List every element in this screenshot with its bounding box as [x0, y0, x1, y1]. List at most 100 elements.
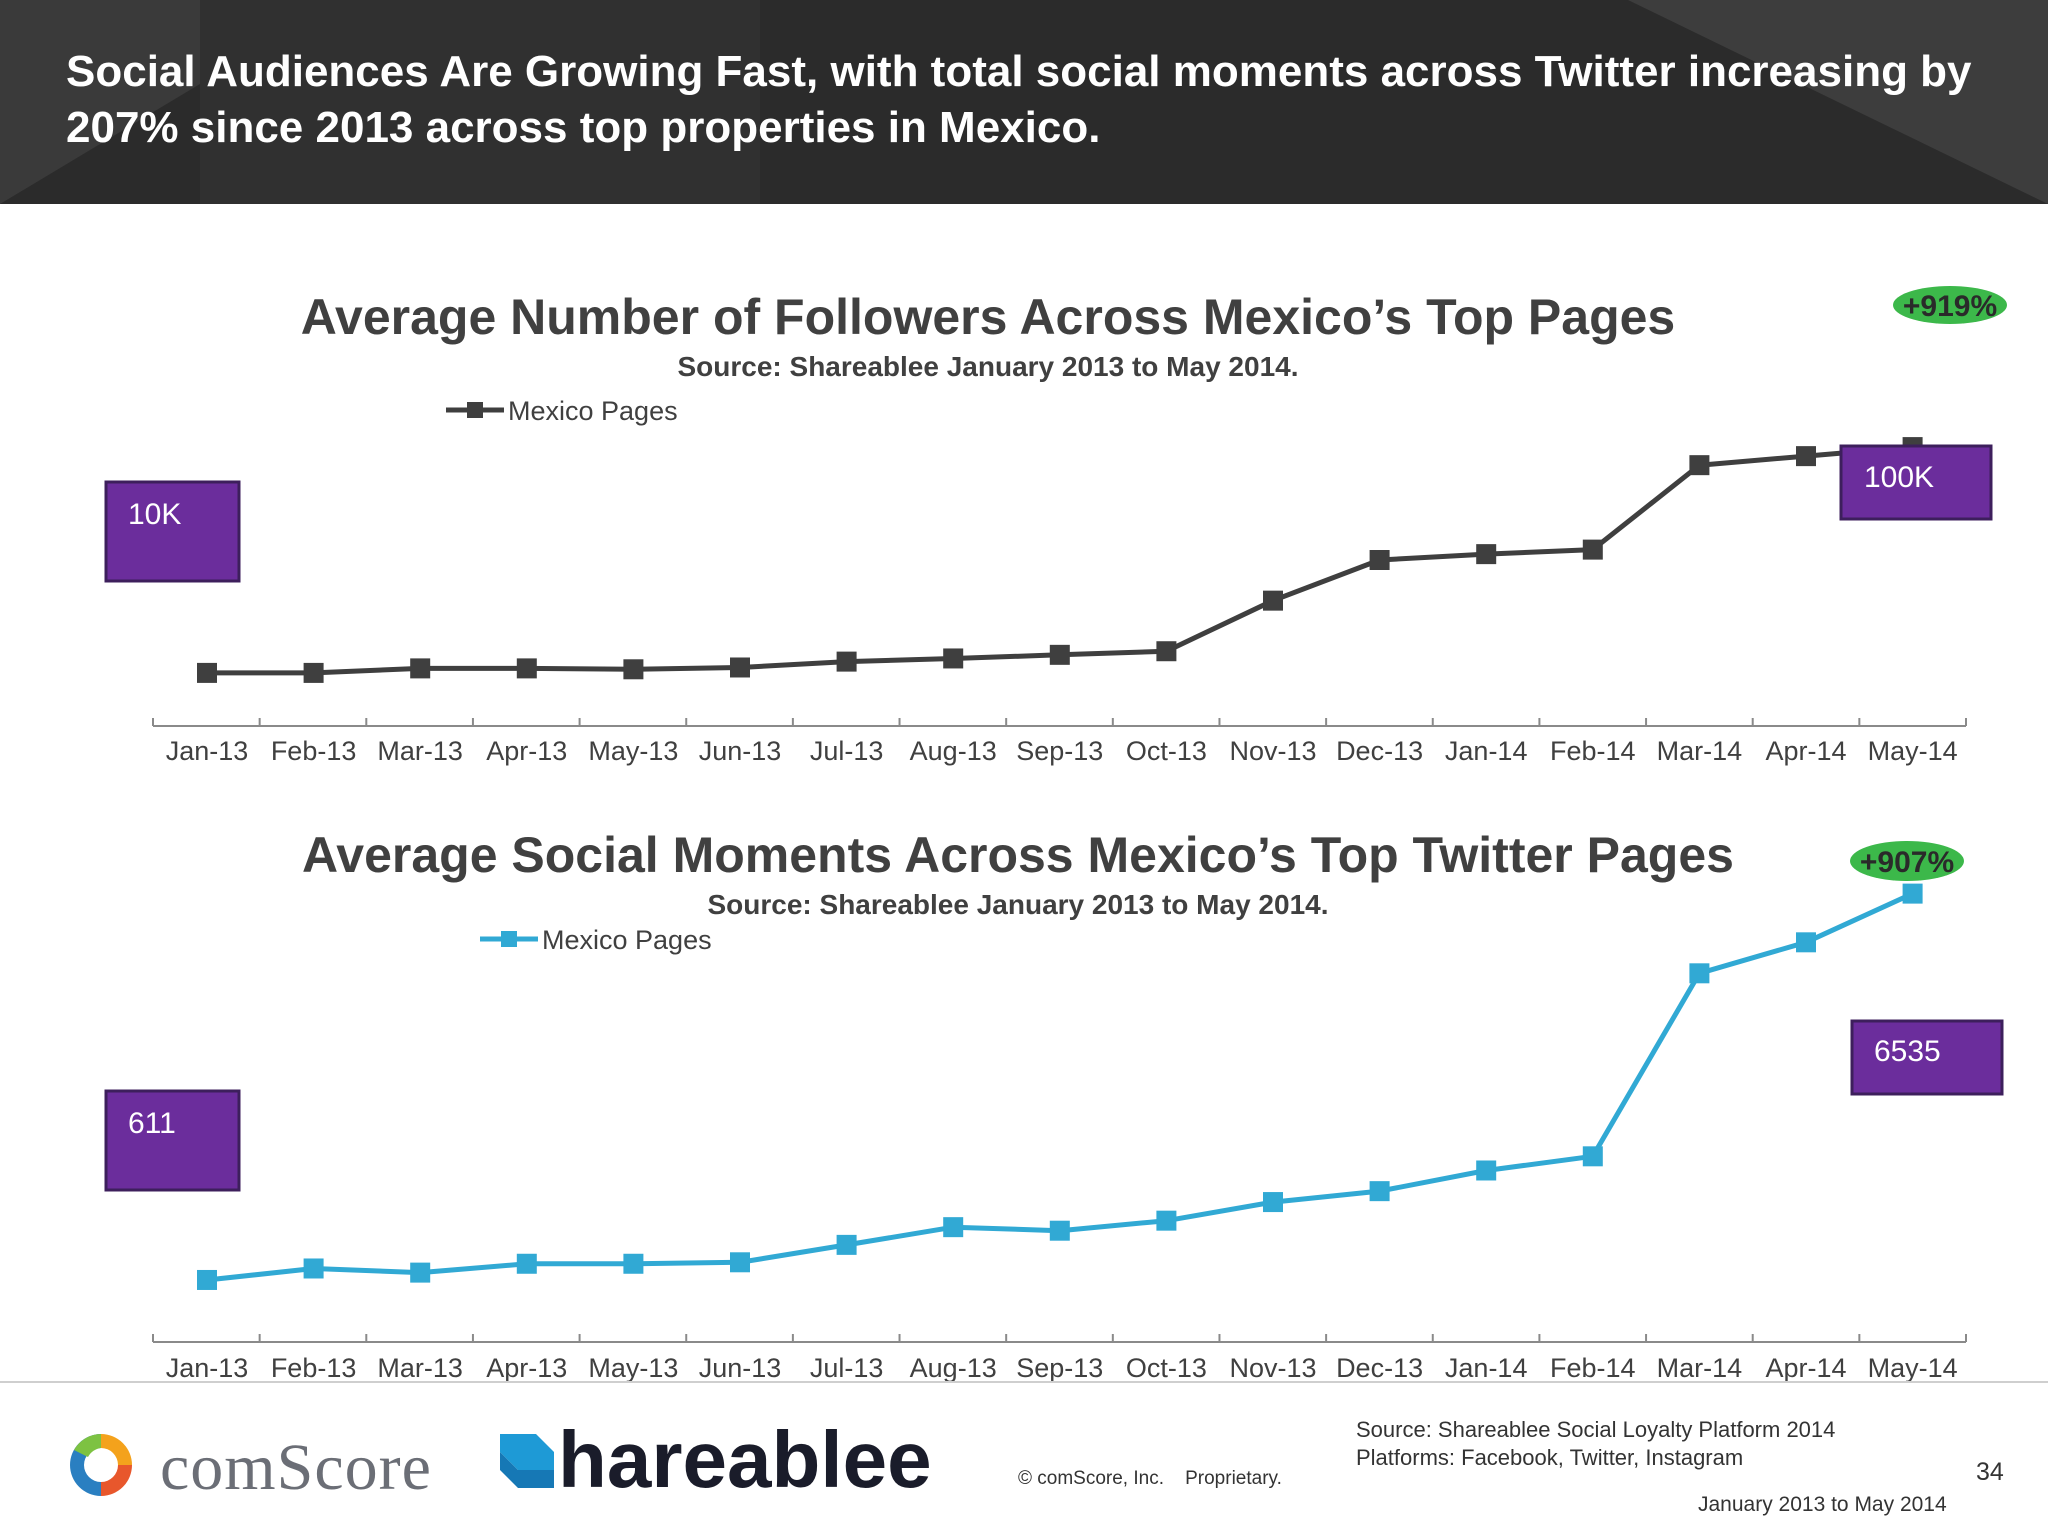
shareablee-logo-icon [500, 1434, 554, 1488]
data-point [516, 1253, 537, 1274]
x-tick-label: Apr-13 [486, 736, 567, 766]
legend-marker [501, 931, 517, 947]
x-tick-label: May-14 [1868, 1353, 1958, 1381]
slide-headline: Social Audiences Are Growing Fast, with … [66, 47, 1972, 152]
x-tick-label: Mar-14 [1657, 1353, 1743, 1381]
slide-header: Social Audiences Are Growing Fast, with … [0, 0, 2048, 204]
x-tick-label: Jun-13 [699, 736, 782, 766]
series-line [207, 444, 1913, 676]
x-tick-label: Mar-14 [1657, 736, 1743, 766]
start-value-box [104, 1089, 241, 1192]
data-point [836, 1234, 857, 1255]
data-point [1263, 1192, 1283, 1213]
data-point [1689, 455, 1710, 476]
data-point [197, 662, 217, 683]
data-point [623, 659, 644, 680]
date-range: January 2013 to May 2014 [1698, 1493, 1947, 1516]
x-tick-label: Feb-14 [1550, 736, 1636, 766]
x-tick-label: May-14 [1868, 736, 1958, 766]
x-tick-label: Mar-13 [377, 736, 463, 766]
data-point [516, 658, 537, 679]
chart-subtitle: Source: Shareablee January 2013 to May 2… [678, 351, 1299, 382]
x-tick-label: Jan-14 [1445, 1353, 1528, 1381]
data-point [1369, 550, 1390, 570]
end-value-label: 100K [1864, 461, 1934, 494]
chart-title: Average Social Moments Across Mexico’s T… [302, 827, 1734, 883]
x-tick-label: Jan-14 [1445, 736, 1528, 766]
header-facet [200, 0, 760, 204]
x-tick-label: Jul-13 [810, 736, 884, 766]
x-tick-label: Aug-13 [910, 1353, 997, 1381]
x-tick-label: Feb-14 [1550, 1353, 1636, 1381]
copyright-notice: © comScore, Inc. Proprietary. [1018, 1468, 1282, 1489]
growth-badge-label: +919% [1903, 290, 1997, 323]
data-point [836, 651, 857, 672]
end-value-box [1839, 444, 1993, 521]
legend-label: Mexico Pages [508, 396, 678, 426]
start-value-label: 611 [128, 1107, 176, 1140]
growth-badge [1850, 841, 1964, 881]
x-tick-label: Dec-13 [1336, 736, 1423, 766]
platforms-note: Platforms: Facebook, Twitter, Instagram [1356, 1445, 1744, 1470]
header-facet [1628, 0, 2048, 204]
comscore-wordmark: comScore [160, 1431, 432, 1504]
data-point [1049, 1220, 1070, 1241]
data-point [1156, 641, 1177, 662]
data-point [1582, 539, 1603, 560]
x-tick-label: Apr-14 [1765, 1353, 1846, 1381]
data-point [1476, 1160, 1497, 1181]
legend-marker [467, 402, 483, 418]
comscore-logo-icon [70, 1434, 132, 1496]
x-tick-label: Nov-13 [1229, 736, 1316, 766]
x-tick-label: Oct-13 [1126, 736, 1207, 766]
end-value-label: 6535 [1874, 1035, 1941, 1068]
end-value-box [1850, 1019, 2004, 1096]
legend-label: Mexico Pages [542, 925, 712, 955]
chart-title: Average Number of Followers Across Mexic… [301, 289, 1675, 345]
x-tick-label: Dec-13 [1336, 1353, 1423, 1381]
data-point [410, 1262, 431, 1283]
x-tick-label: Jan-13 [166, 1353, 249, 1381]
x-tick-label: Sep-13 [1016, 736, 1103, 766]
start-value-label: 10K [128, 498, 181, 531]
data-point [303, 1258, 324, 1279]
data-point [1796, 932, 1816, 953]
data-point [1689, 963, 1710, 984]
data-point [623, 1253, 644, 1274]
data-point [197, 1269, 217, 1290]
x-tick-label: Jun-13 [699, 1353, 782, 1381]
x-tick-label: Apr-14 [1765, 736, 1846, 766]
data-point [1049, 644, 1070, 665]
data-point [730, 1252, 750, 1273]
data-point [1369, 1181, 1390, 1202]
footer-divider [0, 1381, 2048, 1383]
chart-subtitle: Source: Shareablee January 2013 to May 2… [708, 889, 1329, 920]
data-point [1263, 590, 1283, 611]
data-point [1796, 446, 1816, 467]
start-value-box [104, 480, 241, 583]
data-point [1582, 1146, 1603, 1167]
x-tick-label: May-13 [588, 1353, 678, 1381]
growth-badge [1893, 286, 2007, 324]
charts-area: Average Number of Followers Across Mexic… [104, 286, 2007, 1381]
x-tick-label: Jan-13 [166, 736, 249, 766]
page-number: 34 [1976, 1458, 2004, 1486]
x-tick-label: Feb-13 [271, 736, 357, 766]
x-tick-label: Mar-13 [377, 1353, 463, 1381]
data-point [1476, 544, 1497, 565]
data-point [1156, 1210, 1177, 1231]
data-point [943, 1217, 964, 1238]
x-tick-label: Jul-13 [810, 1353, 884, 1381]
data-point [943, 648, 964, 669]
growth-badge-label: +907% [1860, 846, 1954, 879]
data-point [730, 657, 750, 678]
x-tick-label: Aug-13 [910, 736, 997, 766]
x-tick-label: May-13 [588, 736, 678, 766]
data-point [303, 662, 324, 683]
data-point [410, 658, 431, 679]
x-tick-label: Apr-13 [486, 1353, 567, 1381]
data-point [1902, 883, 1923, 904]
source-note: Source: Shareablee Social Loyalty Platfo… [1356, 1417, 1836, 1442]
x-tick-label: Oct-13 [1126, 1353, 1207, 1381]
x-tick-label: Feb-13 [271, 1353, 357, 1381]
